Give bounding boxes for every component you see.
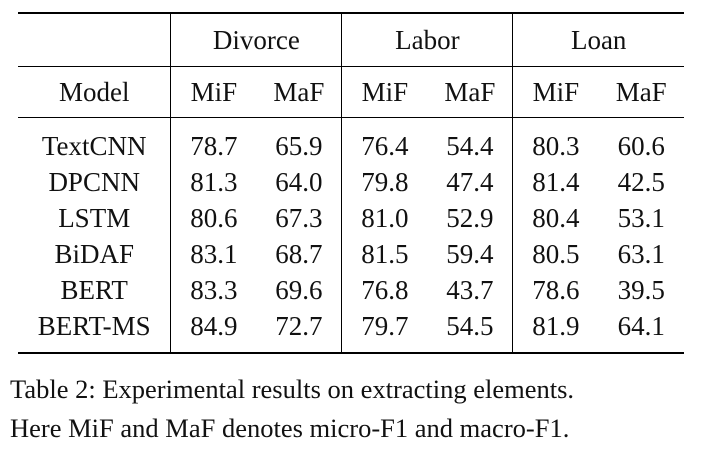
model-name-cell: LSTM	[58, 202, 131, 233]
table-row: BiDAF 83.1 68.7 81.5 59.4 80.5 63.1	[18, 236, 684, 272]
model-name-cell: DPCNN	[48, 166, 140, 197]
value-cell: 81.3	[170, 164, 257, 200]
value-cell: 81.9	[512, 308, 599, 353]
metric-header: MaF	[273, 76, 325, 107]
table-row: DPCNN 81.3 64.0 79.8 47.4 81.4 42.5	[18, 164, 684, 200]
table-caption: Table 2: Experimental results on extract…	[10, 370, 700, 448]
value-cell: 80.4	[512, 200, 599, 236]
metric-header-row: Model MiF MaF MiF MaF MiF MaF	[18, 66, 684, 118]
metric-header: MiF	[512, 66, 599, 118]
table-row: TextCNN 78.7 65.9 76.4 54.4 80.3 60.6	[18, 117, 684, 164]
empty-corner-cell	[18, 13, 171, 67]
metric-header: MaF	[444, 76, 496, 107]
model-name-cell: BERT-MS	[37, 310, 151, 341]
value-cell: 72.7	[275, 310, 323, 341]
caption-line-1: Table 2: Experimental results on extract…	[10, 374, 575, 404]
table-row: BERT-MS 84.9 72.7 79.7 54.5 81.9 64.1	[18, 308, 684, 353]
results-table: Divorce Labor Loan Model MiF MaF MiF MaF…	[18, 12, 684, 354]
value-cell: 79.8	[341, 164, 428, 200]
value-cell: 81.0	[341, 200, 428, 236]
group-header-loan: Loan	[512, 13, 684, 67]
value-cell: 69.6	[275, 274, 323, 305]
value-cell: 59.4	[446, 238, 494, 269]
value-cell: 81.5	[341, 236, 428, 272]
value-cell: 80.6	[170, 200, 257, 236]
value-cell: 54.4	[446, 130, 494, 161]
value-cell: 67.3	[275, 202, 323, 233]
value-cell: 65.9	[275, 130, 323, 161]
value-cell: 53.1	[617, 202, 665, 233]
value-cell: 78.7	[170, 117, 257, 164]
value-cell: 81.4	[512, 164, 599, 200]
value-cell: 83.3	[170, 272, 257, 308]
caption-line-2: Here MiF and MaF denotes micro-F1 and ma…	[10, 413, 570, 443]
value-cell: 80.3	[512, 117, 599, 164]
value-cell: 64.0	[275, 166, 323, 197]
value-cell: 47.4	[446, 166, 494, 197]
group-header-row: Divorce Labor Loan	[18, 13, 684, 67]
model-name-cell: BERT	[60, 274, 128, 305]
value-cell: 79.7	[341, 308, 428, 353]
value-cell: 54.5	[446, 310, 494, 341]
metric-header: MaF	[615, 76, 667, 107]
metric-header: MiF	[341, 66, 428, 118]
value-cell: 52.9	[446, 202, 494, 233]
model-column-header: Model	[58, 76, 130, 107]
value-cell: 78.6	[512, 272, 599, 308]
value-cell: 80.5	[512, 236, 599, 272]
value-cell: 60.6	[617, 130, 665, 161]
value-cell: 68.7	[275, 238, 323, 269]
value-cell: 63.1	[617, 238, 665, 269]
group-header-divorce: Divorce	[170, 13, 342, 67]
table-row: BERT 83.3 69.6 76.8 43.7 78.6 39.5	[18, 272, 684, 308]
value-cell: 84.9	[170, 308, 257, 353]
group-header-labor: Labor	[341, 13, 513, 67]
value-cell: 64.1	[617, 310, 665, 341]
value-cell: 76.4	[341, 117, 428, 164]
model-name-cell: BiDAF	[54, 238, 134, 269]
metric-header: MiF	[170, 66, 257, 118]
value-cell: 76.8	[341, 272, 428, 308]
value-cell: 83.1	[170, 236, 257, 272]
value-cell: 39.5	[617, 274, 665, 305]
table-body: TextCNN 78.7 65.9 76.4 54.4 80.3 60.6 DP…	[18, 117, 684, 353]
value-cell: 42.5	[617, 166, 665, 197]
model-name-cell: TextCNN	[41, 130, 147, 161]
table-row: LSTM 80.6 67.3 81.0 52.9 80.4 53.1	[18, 200, 684, 236]
value-cell: 43.7	[446, 274, 494, 305]
